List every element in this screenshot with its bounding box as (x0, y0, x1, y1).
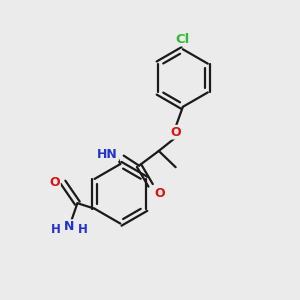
Text: H: H (77, 223, 87, 236)
Text: O: O (154, 187, 165, 200)
Text: Cl: Cl (176, 32, 190, 46)
Text: HN: HN (97, 148, 118, 160)
Text: H: H (51, 223, 61, 236)
Text: N: N (64, 220, 74, 233)
Text: O: O (49, 176, 60, 189)
Text: O: O (170, 126, 181, 139)
